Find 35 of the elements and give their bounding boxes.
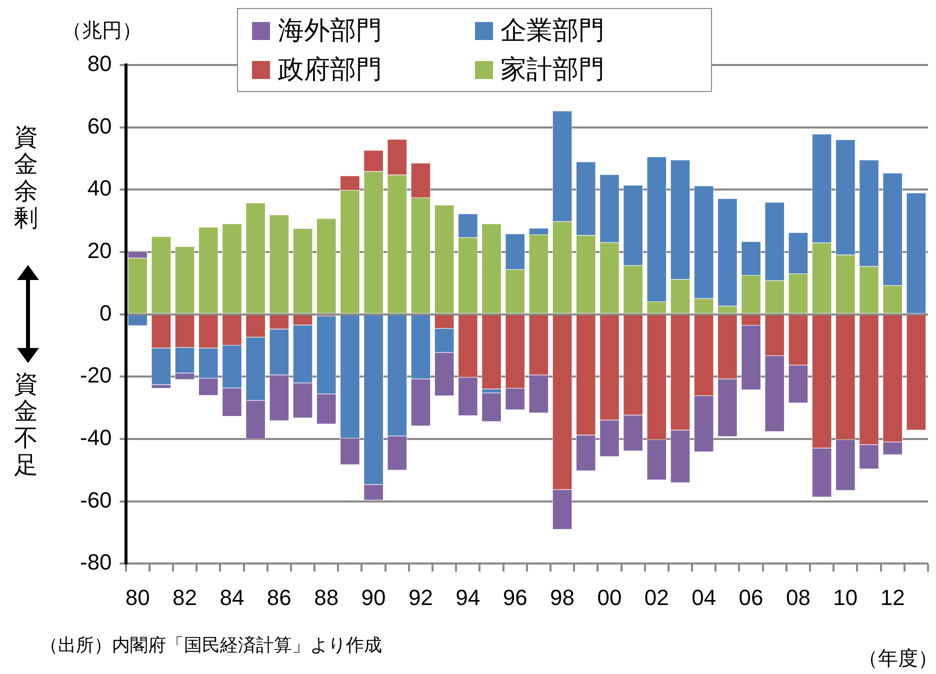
y-tick-label: 20 xyxy=(87,238,112,264)
x-tick-label: 84 xyxy=(220,584,244,610)
x-tick-label: 06 xyxy=(738,584,764,610)
text: （出所）内閣府「国民経済計算」より作成 xyxy=(40,635,382,656)
x-tick-label: 88 xyxy=(314,584,339,610)
y-tick-label: 60 xyxy=(87,113,112,138)
text: 資金余剰 xyxy=(14,124,39,232)
legend-label: 政府部門 xyxy=(278,53,382,86)
x-axis-title: （年度） xyxy=(858,648,936,670)
y-tick-label: 80 xyxy=(87,51,112,76)
x-tick-label: 96 xyxy=(502,584,528,610)
x-tick-label: 00 xyxy=(597,584,622,610)
y-tick-label: -20 xyxy=(80,362,112,388)
legend-label: 海外部門 xyxy=(278,14,382,47)
x-tick-label: 04 xyxy=(692,584,716,610)
x-tick-label: 02 xyxy=(644,584,669,610)
y-tick-label: -40 xyxy=(80,425,112,450)
x-tick-label: 98 xyxy=(550,584,575,610)
legend-label: 企業部門 xyxy=(500,14,604,47)
legend-label: 家計部門 xyxy=(500,53,604,86)
x-tick-label: 90 xyxy=(361,584,386,610)
x-tick-label: 94 xyxy=(456,584,480,610)
x-tick-label: 08 xyxy=(786,584,810,610)
y-axis-title: （兆円） xyxy=(62,20,142,42)
text: 資金不足 xyxy=(14,371,39,480)
y-tick-label: 0 xyxy=(100,300,112,326)
x-tick-label: 12 xyxy=(880,584,905,610)
y-tick-label: -80 xyxy=(80,550,112,575)
x-tick-label: 10 xyxy=(833,584,858,610)
y-tick-label: -60 xyxy=(80,487,112,512)
y-tick-label: 40 xyxy=(87,176,112,201)
x-tick-label: 82 xyxy=(172,584,198,610)
x-tick-label: 86 xyxy=(266,584,292,610)
x-tick-label: 80 xyxy=(125,584,150,610)
x-tick-label: 92 xyxy=(408,584,433,610)
